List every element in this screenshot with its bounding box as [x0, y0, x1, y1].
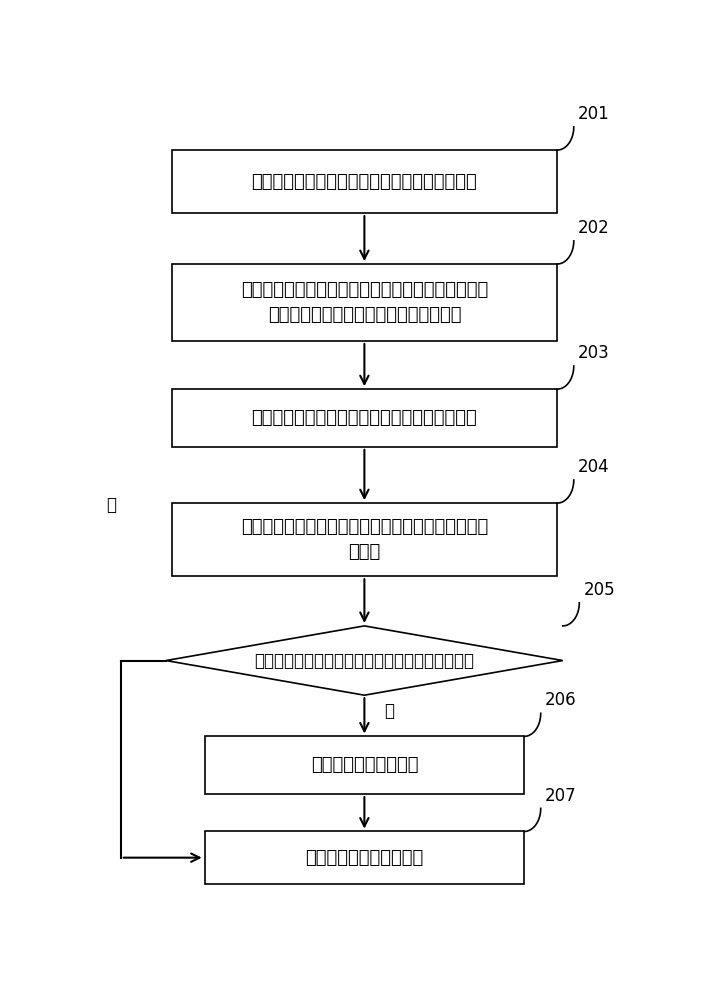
FancyBboxPatch shape — [171, 389, 557, 447]
FancyBboxPatch shape — [205, 831, 524, 884]
Text: 计算超过分片次数阈值的时间片的数量占时间片总数
的比例: 计算超过分片次数阈值的时间片的数量占时间片总数 的比例 — [241, 518, 488, 561]
Text: 获取在预设的时间滑动窗口内的终端的访问行为: 获取在预设的时间滑动窗口内的终端的访问行为 — [252, 173, 477, 191]
Text: 204: 204 — [578, 458, 610, 476]
Text: 205: 205 — [584, 581, 615, 599]
Polygon shape — [166, 626, 563, 695]
Text: 201: 201 — [578, 105, 610, 123]
Text: 判断计算得到的比例是否超过预设的第一比例阈值: 判断计算得到的比例是否超过预设的第一比例阈值 — [255, 652, 474, 670]
Text: 确定访问次数超过预设的分片次数阈值的时间片: 确定访问次数超过预设的分片次数阈值的时间片 — [252, 409, 477, 427]
Text: 针对时间滑动窗口中的每个时间片，将时间片对应的
访问次数与预设的分片次数阈值进行比较: 针对时间滑动窗口中的每个时间片，将时间片对应的 访问次数与预设的分片次数阈值进行… — [241, 281, 488, 324]
Text: 确定不存在恶意访问行为: 确定不存在恶意访问行为 — [305, 849, 424, 867]
Text: 否: 否 — [106, 496, 116, 514]
FancyBboxPatch shape — [171, 503, 557, 576]
Text: 206: 206 — [545, 691, 577, 709]
FancyBboxPatch shape — [205, 736, 524, 794]
FancyBboxPatch shape — [171, 150, 557, 213]
Text: 203: 203 — [578, 344, 610, 362]
Text: 202: 202 — [578, 219, 610, 237]
Text: 是: 是 — [384, 702, 394, 720]
Text: 207: 207 — [545, 787, 577, 805]
Text: 确定存在恶意访问行为: 确定存在恶意访问行为 — [311, 756, 418, 774]
FancyBboxPatch shape — [171, 264, 557, 341]
